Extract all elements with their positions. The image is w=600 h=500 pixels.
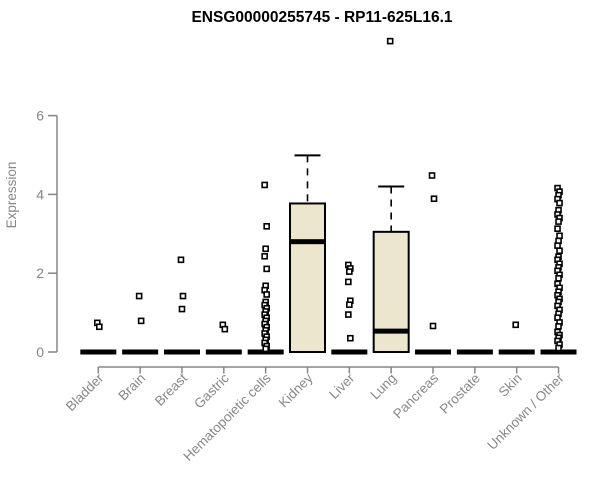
outlier-point <box>137 317 145 325</box>
x-tick-label: Liver <box>326 370 358 402</box>
median-bar <box>331 349 368 355</box>
outlier-point <box>347 334 354 342</box>
median-bar <box>289 239 326 245</box>
outlier-point <box>96 323 103 331</box>
outlier-point <box>556 247 563 255</box>
median-bar <box>373 328 410 334</box>
y-tick-label: 6 <box>36 108 44 124</box>
outlier-point <box>555 344 562 352</box>
outlier-point <box>555 218 562 225</box>
outlier-point <box>428 172 436 179</box>
x-tick-label: Brain <box>115 371 148 404</box>
outlier-point <box>221 325 229 333</box>
outlier-point <box>429 322 437 330</box>
outlier-point <box>555 275 562 282</box>
boxplot-gastric <box>205 321 242 355</box>
x-tick-label: Pancreas <box>390 370 441 421</box>
median-bar <box>540 349 577 355</box>
outlier-point <box>261 181 268 189</box>
outlier-point <box>261 252 268 260</box>
outlier-point <box>554 242 561 249</box>
boxplot-prostate <box>456 349 493 355</box>
x-tick-label: Bladder <box>63 370 107 414</box>
chart-title: ENSG00000255745 - RP11-625L16.1 <box>191 9 453 26</box>
outlier-point <box>556 199 563 207</box>
outlier-point <box>345 311 352 318</box>
median-bar <box>163 349 200 355</box>
outlier-point <box>346 268 353 275</box>
outlier-point <box>179 292 187 300</box>
x-tick-label: Kidney <box>276 370 316 410</box>
boxplot-bladder <box>80 319 117 355</box>
x-tick-label: Lung <box>367 371 399 403</box>
outlier-point <box>554 225 561 232</box>
outlier-point <box>262 245 269 253</box>
outlier-point <box>345 278 352 286</box>
boxplot-lung <box>372 37 410 353</box>
outlier-point <box>263 291 270 298</box>
boxplot-skin <box>498 321 535 355</box>
y-tick-label: 0 <box>36 344 44 360</box>
x-tick-label: Unknown / Other <box>484 370 567 453</box>
median-bar <box>80 349 117 355</box>
boxplot-kidney <box>289 154 326 353</box>
y-tick-label: 2 <box>36 265 44 281</box>
median-bar <box>415 349 452 355</box>
boxplot-liver <box>331 261 368 355</box>
outlier-point <box>262 345 269 353</box>
outlier-point <box>263 223 270 230</box>
median-bar <box>122 349 159 355</box>
outlier-point <box>556 232 563 240</box>
x-tick-label: Breast <box>152 370 190 408</box>
median-bar <box>205 349 242 355</box>
boxplot-brain <box>122 292 159 355</box>
box <box>289 202 326 353</box>
outlier-point <box>555 323 562 330</box>
y-tick-label: 4 <box>36 186 44 202</box>
outlier-point <box>177 256 185 264</box>
boxplot-hematopoietic-cells <box>247 181 284 355</box>
outlier-point <box>386 37 394 45</box>
boxplot-pancreas <box>415 172 452 355</box>
x-tick-label: Prostate <box>437 371 483 417</box>
median-bar <box>456 349 493 355</box>
y-axis: 0 2 4 6 Expression <box>4 108 58 360</box>
box <box>372 230 410 353</box>
boxplot-unknown-other <box>540 184 577 355</box>
outlier-point <box>135 292 143 300</box>
x-tick-label: Gastric <box>191 370 232 411</box>
outlier-point <box>430 195 438 203</box>
x-tick-label: Skin <box>496 371 525 400</box>
outlier-point <box>263 265 270 273</box>
boxplot-breast <box>163 256 200 355</box>
outlier-point <box>346 301 353 309</box>
outlier-point <box>512 321 520 329</box>
outlier-point <box>178 305 186 313</box>
y-axis-title: Expression <box>4 162 19 229</box>
median-bar <box>498 349 535 355</box>
